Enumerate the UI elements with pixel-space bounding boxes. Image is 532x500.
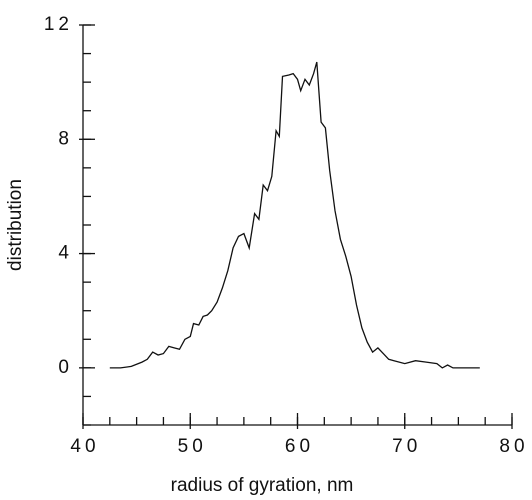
x-axis-label: radius of gyration, nm bbox=[171, 475, 354, 496]
y-tick-label: 8 bbox=[58, 128, 73, 149]
data-line bbox=[109, 61, 480, 369]
x-tick-label: 50 bbox=[178, 436, 207, 457]
y-axis-label: distribution bbox=[5, 179, 26, 271]
y-tick-label: 12 bbox=[44, 14, 73, 35]
x-tick-label: 70 bbox=[392, 436, 421, 457]
x-tick-label: 40 bbox=[70, 436, 99, 457]
x-tick-label: 80 bbox=[499, 436, 528, 457]
x-tick-label: 60 bbox=[285, 436, 314, 457]
y-tick-label: 0 bbox=[58, 357, 73, 378]
y-tick-label: 4 bbox=[58, 243, 73, 264]
